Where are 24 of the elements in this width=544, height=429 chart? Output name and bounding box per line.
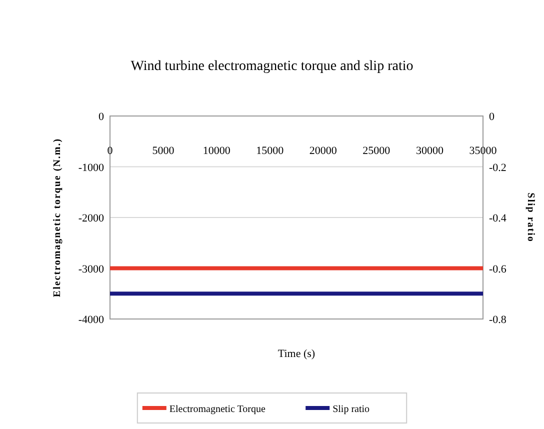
legend-label: Electromagnetic Torque bbox=[169, 404, 266, 415]
x-tick-label: 15000 bbox=[256, 145, 284, 157]
y2-tick-label: 0 bbox=[489, 111, 495, 123]
y-tick-label: -1000 bbox=[78, 162, 104, 174]
y-tick-label: -4000 bbox=[78, 314, 104, 326]
x-axis-title: Time (s) bbox=[278, 348, 316, 360]
y-tick-label: 0 bbox=[98, 111, 104, 123]
y-tick-label: -3000 bbox=[78, 263, 104, 276]
x-tick-label: 10000 bbox=[202, 145, 231, 157]
x-tick-label: 20000 bbox=[309, 145, 338, 157]
y2-tick-label: -0.4 bbox=[489, 212, 507, 224]
y2-tick-label: -0.2 bbox=[489, 162, 506, 174]
x-tick-label: 0 bbox=[107, 145, 114, 157]
y2-tick-label: -0.8 bbox=[489, 314, 507, 326]
y-tick-label: -2000 bbox=[78, 212, 104, 224]
chart-title: Wind turbine electromagnetic torque and slip ratio bbox=[130, 59, 414, 74]
y2-axis-title: Slip ratio bbox=[525, 192, 536, 242]
legend-label: Slip ratio bbox=[332, 404, 370, 415]
x-tick-label: 35000 bbox=[469, 145, 498, 157]
y-axis-title: Electromagnetic torque (N.m.) bbox=[52, 138, 63, 298]
x-tick-label: 30000 bbox=[416, 145, 444, 157]
x-tick-label: 25000 bbox=[362, 145, 391, 157]
x-tick-label: 5000 bbox=[152, 145, 175, 157]
y2-tick-label: -0.6 bbox=[489, 263, 507, 276]
